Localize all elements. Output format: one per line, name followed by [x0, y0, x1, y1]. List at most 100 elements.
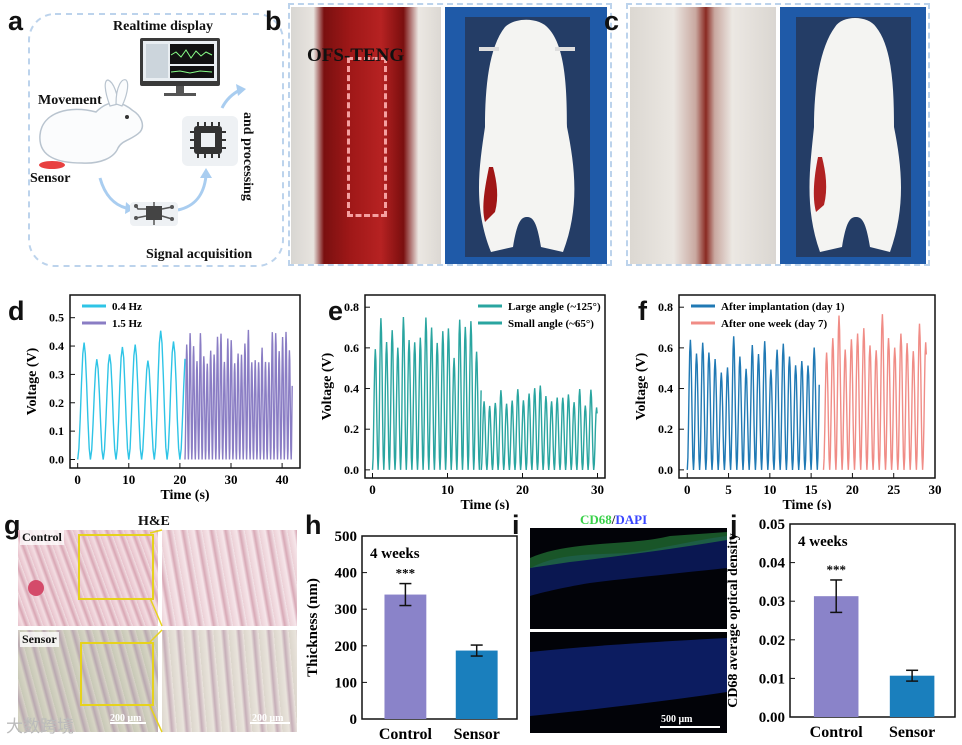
chart-h: 0 100 200 300 400 500 Thickness (nm) 4 weeks ***…: [305, 529, 518, 743]
x-tick-label: 30: [225, 472, 238, 487]
scale-bar-i: 500 μm: [661, 714, 693, 725]
y-tick-label: 0.6: [658, 341, 673, 355]
legend-label-2: Small angle (~65°): [508, 318, 594, 330]
y-tick-label: 0.3: [49, 367, 64, 381]
surgery-photo-b-closeup: OFS-TENG: [291, 7, 441, 264]
y-tick-label: 0.0: [344, 463, 359, 477]
y-tick-label: 0.2: [658, 422, 673, 436]
y-tick-label: 0.04: [759, 556, 786, 572]
chart-e: 0.0 0.2 0.4 0.6 0.8 0 10 20 30 Time (s) Voltage (V…: [320, 294, 606, 510]
chart-d: 0.0 0.1 0.2 0.3 0.4 0.5 0 10 20 30 40 Time (s) Volta…: [25, 294, 301, 503]
x-tick-label: Control: [379, 726, 433, 743]
processor-chip-icon: [182, 116, 238, 166]
significance-mark: ***: [396, 566, 416, 581]
tissue-feature: [28, 580, 44, 596]
he-row-label-sensor: Sensor: [20, 632, 59, 647]
plot-frame: [69, 294, 301, 469]
y-tick-label: 0.00: [759, 710, 785, 726]
series-line-1: [686, 336, 820, 470]
y-axis-label: Voltage (V): [634, 352, 649, 420]
x-tick-label: 5: [725, 482, 732, 497]
y-tick-label: 0.4: [658, 382, 673, 396]
significance-mark: ***: [826, 562, 846, 577]
he-control-zoom: [162, 530, 297, 626]
x-tick-label: 0: [74, 472, 81, 487]
y-axis-label: Voltage (V): [320, 352, 335, 420]
panel-label-b: b: [265, 6, 282, 36]
y-tick-label: 0.01: [759, 671, 785, 687]
series-line-1: [371, 316, 482, 470]
zoom-box-control: [78, 534, 154, 600]
panel-label-c: c: [604, 6, 620, 36]
y-tick-label: 0.6: [344, 341, 359, 355]
x-axis-label: Time (s): [782, 498, 831, 510]
chart-j: 0.00 0.01 0.02 0.03 0.04 0.05 CD68 average opt…: [727, 517, 956, 741]
cd68-sensor-image: [530, 632, 727, 733]
y-tick-label: 0.02: [759, 633, 785, 649]
panel-g-title: H&E: [138, 514, 170, 529]
x-tick-label: 40: [276, 472, 289, 487]
y-tick-label: 0.0: [49, 452, 64, 466]
stain-separator: /: [611, 512, 616, 527]
plot-frame: [361, 535, 518, 720]
panel-c-frame: [626, 3, 930, 266]
panel-b-frame: [288, 3, 612, 266]
sensor-label: Sensor: [30, 171, 70, 186]
signal-acquisition-label: Signal acquisition: [146, 247, 252, 262]
device-outline: [347, 57, 387, 217]
x-axis-label: Time (s): [460, 498, 509, 510]
suture-photo-c-full: [780, 7, 926, 264]
y-tick-label: 0.2: [49, 396, 64, 410]
y-tick-label: 0.0: [658, 463, 673, 477]
surgery-photo-b-full: [445, 7, 607, 264]
scale-bar-1: 200 μm: [110, 713, 142, 724]
y-tick-label: 0.05: [759, 517, 785, 533]
legend-label-1: 0.4 Hz: [112, 301, 142, 313]
x-tick-label: 20: [846, 482, 859, 497]
panel-label-j: j: [730, 510, 738, 540]
x-tick-label: 10: [122, 472, 135, 487]
y-axis-label: CD68 average optical density: [727, 533, 741, 708]
y-tick-label: 0.1: [49, 424, 64, 438]
bar-control: [813, 596, 859, 717]
bar-control: [384, 594, 427, 719]
cd68-control-image: [530, 528, 727, 629]
panel-label-h: h: [305, 510, 322, 540]
x-tick-label: 30: [929, 482, 942, 497]
he-row-label-control: Control: [20, 530, 64, 545]
processing-label: and processing: [240, 112, 255, 201]
watermark: 大数跨境: [6, 717, 74, 737]
x-tick-label: 25: [887, 482, 901, 497]
y-tick-label: 300: [335, 602, 358, 618]
legend-label-1: After implantation (day 1): [721, 301, 845, 313]
acquisition-chip-icon: [130, 202, 178, 226]
panel-a-diagram: Realtime display Movement Sensor Signal …: [28, 13, 284, 267]
y-axis-label: Voltage (V): [25, 347, 40, 415]
y-tick-label: 400: [335, 566, 358, 582]
y-tick-label: 0.8: [344, 300, 359, 314]
bar-sensor: [455, 650, 498, 719]
panel-label-e: e: [328, 296, 344, 326]
plot-frame: [364, 294, 606, 479]
series-line-1: [77, 330, 186, 460]
y-axis-label: Thickness (nm): [305, 578, 321, 677]
y-tick-label: 0: [350, 712, 358, 728]
plot-frame: [678, 294, 936, 479]
dapi-label: DAPI: [615, 512, 648, 527]
x-tick-label: 0: [684, 482, 691, 497]
bar-sensor: [889, 675, 935, 717]
x-axis-label: Time (s): [160, 488, 209, 503]
chart-f: 0.0 0.2 0.4 0.6 0.8 0 5 10 15 20 25 30 Time (s) Volta…: [634, 294, 942, 510]
y-tick-label: 0.4: [344, 382, 359, 396]
legend-label-2: After one week (day 7): [721, 318, 827, 330]
x-tick-label: 10: [441, 482, 454, 497]
monitor-icon: [140, 38, 220, 96]
rabbit-icon: [39, 79, 144, 169]
y-tick-label: 0.5: [49, 311, 64, 325]
y-tick-label: 0.2: [344, 422, 359, 436]
series-line-2: [822, 314, 927, 470]
x-tick-label: 20: [516, 482, 529, 497]
he-sensor-zoom: [162, 630, 297, 732]
realtime-display-label: Realtime display: [113, 19, 213, 34]
panel-label-g: g: [4, 510, 21, 540]
